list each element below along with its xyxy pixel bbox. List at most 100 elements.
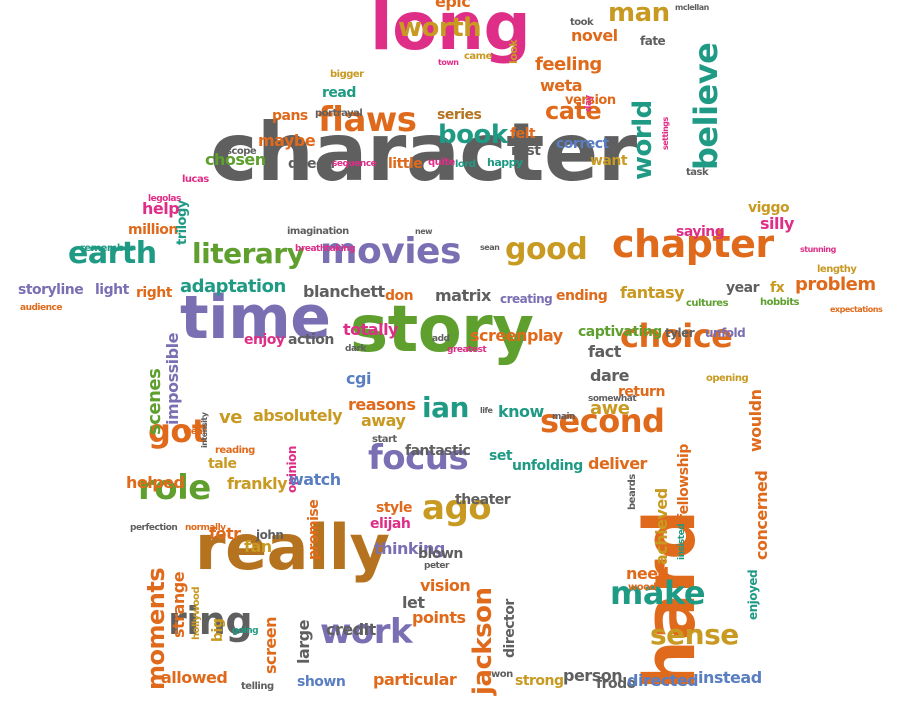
word-matrix: matrix xyxy=(435,286,491,305)
word-know: know xyxy=(498,402,544,421)
word-viggo: viggo xyxy=(748,200,790,216)
word-rest: rest xyxy=(511,143,541,159)
word-action: action xyxy=(288,332,334,348)
word-got: got xyxy=(148,412,207,450)
word-set: set xyxy=(489,448,513,464)
word-fan: fan xyxy=(244,537,272,556)
word-sense: sense xyxy=(650,618,739,651)
word-big: big xyxy=(210,618,226,642)
word-life: life xyxy=(480,406,493,415)
word-focus: focus xyxy=(368,438,469,478)
word-bigger: bigger xyxy=(330,69,364,80)
word-wouldn: wouldn xyxy=(746,389,765,453)
word-correct: correct xyxy=(556,136,609,152)
word-impossible: impossible xyxy=(163,333,182,425)
word-fellowship: fellowship xyxy=(676,444,692,520)
word-unfold: unfold xyxy=(705,326,746,340)
word-legolas: legolas xyxy=(148,194,181,204)
word-help: help xyxy=(142,199,180,218)
word-stunning: stunning xyxy=(800,245,836,254)
word-read: read xyxy=(322,85,356,101)
word-lucas: lucas xyxy=(182,174,209,185)
word-settings: settings xyxy=(661,117,670,150)
word-look: look xyxy=(507,39,520,64)
word-beards: beards xyxy=(627,474,638,510)
word-wood: wood xyxy=(628,582,657,593)
word-problem: problem xyxy=(795,274,876,295)
word-tyler: tyler xyxy=(665,326,695,340)
word-enjoy: enjoy xyxy=(244,332,285,348)
word-somewhat: somewhat xyxy=(588,394,637,404)
word-thinking: thinking xyxy=(374,539,445,558)
word-million: million xyxy=(128,222,178,238)
word-captivating: captivating xyxy=(578,324,662,340)
word-start: start xyxy=(372,434,397,445)
word-unfolding: unfolding xyxy=(512,458,583,474)
word-day: day xyxy=(584,95,594,112)
word-deliver: deliver xyxy=(588,454,647,473)
word-director: director xyxy=(502,599,518,658)
word-credit: credit xyxy=(326,620,376,639)
word-new: new xyxy=(415,227,433,236)
word-john: john xyxy=(256,528,284,542)
word-light: light xyxy=(95,282,129,298)
word-little: little xyxy=(388,156,423,172)
word-portrayal: portrayal xyxy=(315,108,363,119)
word-novel: novel xyxy=(571,26,618,45)
word-ian: ian xyxy=(422,391,469,424)
word-task: task xyxy=(686,167,709,178)
word-really: really xyxy=(195,511,390,584)
word-story: story xyxy=(350,293,534,367)
word-took: took xyxy=(570,17,594,28)
word-character: character xyxy=(210,106,637,199)
word-points: points xyxy=(412,608,466,627)
word-blanchett: blanchett xyxy=(303,282,385,301)
word-shown: shown xyxy=(297,674,346,690)
word-fx: fx xyxy=(770,280,785,296)
word-telling: telling xyxy=(241,681,274,692)
word-perfection: perfection xyxy=(130,523,178,533)
word-large: large xyxy=(294,620,313,664)
word-version: version xyxy=(565,93,616,108)
word-going: going xyxy=(232,626,259,636)
word-world: world xyxy=(628,100,658,180)
word-achieved: achieved xyxy=(652,488,671,565)
word-storyline: storyline xyxy=(18,282,84,298)
word-insisted: insisted xyxy=(677,523,687,560)
word-man: man xyxy=(608,0,670,28)
word-hobbits: hobbits xyxy=(760,297,799,308)
word-movies: movies xyxy=(320,231,461,272)
word-ve: ve xyxy=(219,407,242,428)
word-sean: sean xyxy=(480,243,500,252)
word-scope: scope xyxy=(226,146,257,157)
word-fotr: fotr xyxy=(209,524,241,543)
word-lord: lord xyxy=(455,159,476,170)
word-chapter: chapter xyxy=(612,222,774,266)
word-screenplay: screenplay xyxy=(470,326,563,345)
word-breathtaking: breathtaking xyxy=(295,244,356,254)
word-epic: epic xyxy=(435,0,471,11)
word-work: work xyxy=(320,612,413,652)
word-dark: dark xyxy=(345,344,366,354)
word-believe: believe xyxy=(687,42,725,170)
word-audience: audience xyxy=(20,303,62,313)
word-mclellan: mclellan xyxy=(675,3,709,12)
word-promise: promise xyxy=(306,499,322,560)
word-cultures: cultures xyxy=(686,298,729,309)
word-saying: saying xyxy=(676,224,725,240)
word-concerned: concerned xyxy=(752,470,771,560)
word-away: away xyxy=(361,411,406,430)
word-elijah: elijah xyxy=(370,516,411,532)
word-fantastic: fantastic xyxy=(405,443,471,459)
word-greatest: greatest xyxy=(447,345,487,355)
word-cgi: cgi xyxy=(346,369,371,388)
word-feeling: feeling xyxy=(535,54,602,75)
word-happy: happy xyxy=(487,156,523,169)
word-sequence: sequence xyxy=(332,159,377,169)
word-went: went xyxy=(183,427,207,437)
word-right: right xyxy=(136,285,172,301)
word-queen: queen xyxy=(288,156,335,172)
word-let: let xyxy=(402,593,425,612)
word-dare: dare xyxy=(590,366,630,385)
word-silly: silly xyxy=(760,214,794,233)
